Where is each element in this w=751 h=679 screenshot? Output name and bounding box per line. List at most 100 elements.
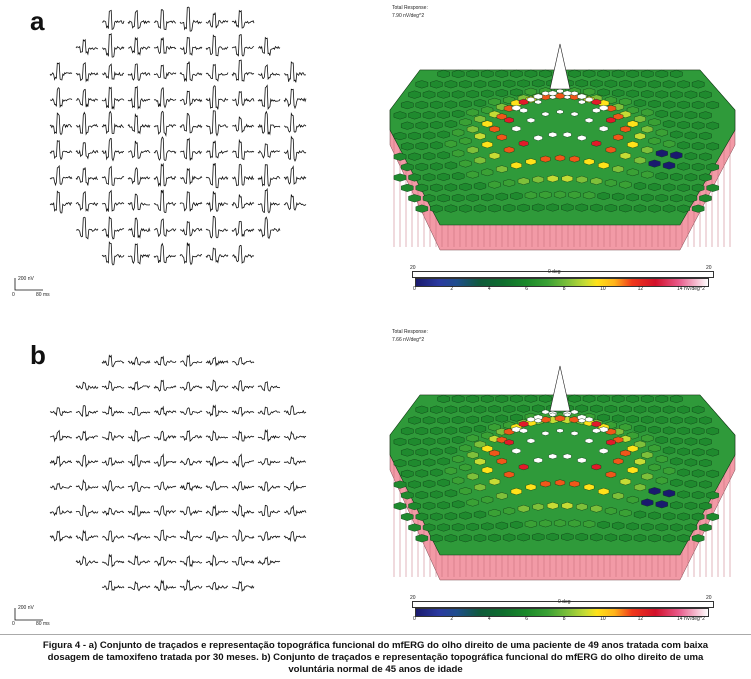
- trace-waveform: [127, 532, 151, 542]
- map-cell: [495, 89, 509, 98]
- trace-waveform: [101, 553, 125, 568]
- map-cell: [655, 394, 669, 404]
- trace-waveform: [127, 481, 151, 492]
- map-cell: [459, 405, 472, 414]
- map-cell: [691, 469, 705, 478]
- map-cell: [626, 106, 639, 115]
- map-cell: [422, 173, 436, 182]
- map-cell: [575, 203, 589, 212]
- trace-waveform: [179, 191, 203, 212]
- map-cell: [641, 90, 654, 99]
- map-cell: [517, 203, 530, 212]
- map-cell: [655, 415, 669, 425]
- trace-waveform: [179, 578, 203, 591]
- trace-waveform: [179, 90, 203, 107]
- map-cell: [626, 415, 639, 424]
- map-cell: [568, 394, 581, 403]
- map-cell: [677, 204, 690, 213]
- map-cell: [496, 165, 508, 173]
- map-cell: [534, 418, 542, 424]
- map-cell: [422, 437, 436, 446]
- colorbar-tick-label: 12: [637, 286, 644, 292]
- map-cell: [549, 412, 557, 417]
- map-cell: [540, 155, 551, 163]
- map-cell: [641, 170, 654, 179]
- map-cell: [691, 512, 705, 521]
- map-cell: [510, 88, 523, 97]
- map-cell: [459, 137, 472, 145]
- panel-label-a: a: [30, 6, 45, 36]
- map-cell: [691, 183, 705, 192]
- map-cell: [526, 416, 536, 423]
- map-cell: [641, 146, 654, 154]
- map-cell: [677, 405, 690, 414]
- trace-waveform: [101, 63, 125, 80]
- map-cell: [430, 100, 443, 109]
- trace-waveform: [231, 556, 255, 567]
- axis-left-a: 20: [410, 265, 416, 271]
- map-cell: [481, 522, 494, 531]
- map-cell: [430, 120, 443, 130]
- map-cell: [459, 118, 472, 127]
- map-cell: [626, 394, 639, 403]
- map-cell: [662, 489, 676, 498]
- map-cell: [459, 444, 472, 453]
- map-cell: [606, 439, 616, 446]
- map-cell: [684, 416, 698, 425]
- map-cell: [706, 512, 719, 521]
- trace-waveform: [283, 504, 307, 517]
- trace-waveform: [179, 167, 203, 186]
- trace-waveform: [283, 456, 307, 466]
- map-cell: [677, 468, 690, 477]
- map-cell: [408, 131, 421, 140]
- trace-waveform: [49, 190, 73, 214]
- map-cell: [532, 175, 544, 184]
- trace-waveform: [257, 164, 281, 188]
- map-cell: [488, 152, 501, 160]
- map-cell: [496, 436, 507, 444]
- colorbar-tick-label: 0: [413, 616, 416, 622]
- map-cell: [619, 405, 632, 414]
- map-cell: [634, 156, 646, 165]
- map-cell: [583, 158, 595, 166]
- map-cell: [597, 520, 610, 529]
- map-cell: [677, 447, 690, 456]
- map-cell: [619, 478, 632, 486]
- map-cell: [662, 183, 676, 192]
- map-cell: [531, 404, 545, 413]
- map-cell: [466, 108, 479, 117]
- map-cell: [662, 161, 676, 170]
- trace-waveform: [205, 379, 229, 392]
- map-cell: [584, 117, 594, 124]
- map-cell: [633, 405, 647, 414]
- map-cell: [684, 131, 698, 140]
- map-cell: [670, 457, 683, 466]
- map-cell: [541, 90, 550, 96]
- map-cell: [451, 500, 465, 509]
- map-cell: [626, 495, 639, 504]
- map-cell: [531, 203, 545, 212]
- map-cell: [633, 533, 647, 543]
- map-cell: [437, 478, 450, 487]
- map-cell: [591, 420, 602, 428]
- map-cell: [633, 204, 647, 213]
- map-cell: [590, 177, 603, 185]
- trace-waveform: [102, 405, 125, 417]
- map-cell: [548, 453, 558, 460]
- trace-waveform: [127, 554, 151, 566]
- map-cell: [473, 405, 487, 414]
- map-cell: [539, 69, 552, 78]
- trace-waveform: [179, 381, 203, 392]
- trace-waveform: [205, 247, 229, 264]
- trace-waveform: [75, 529, 99, 542]
- map-cell: [444, 512, 458, 521]
- map-cell: [518, 463, 529, 471]
- map-cell: [575, 532, 589, 542]
- trace-waveform: [101, 216, 125, 240]
- map-cell: [488, 79, 501, 89]
- map-cell: [619, 180, 632, 189]
- trace-waveform: [257, 556, 281, 566]
- scale-zero-b: 0: [12, 621, 15, 627]
- map-cell: [641, 394, 654, 404]
- trace-waveform: [49, 112, 72, 136]
